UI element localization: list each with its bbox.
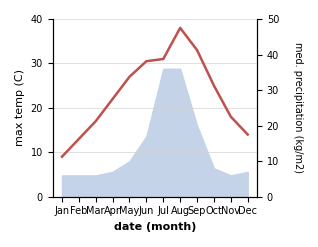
X-axis label: date (month): date (month) xyxy=(114,222,196,232)
Y-axis label: max temp (C): max temp (C) xyxy=(15,69,25,146)
Y-axis label: med. precipitation (kg/m2): med. precipitation (kg/m2) xyxy=(293,42,303,173)
